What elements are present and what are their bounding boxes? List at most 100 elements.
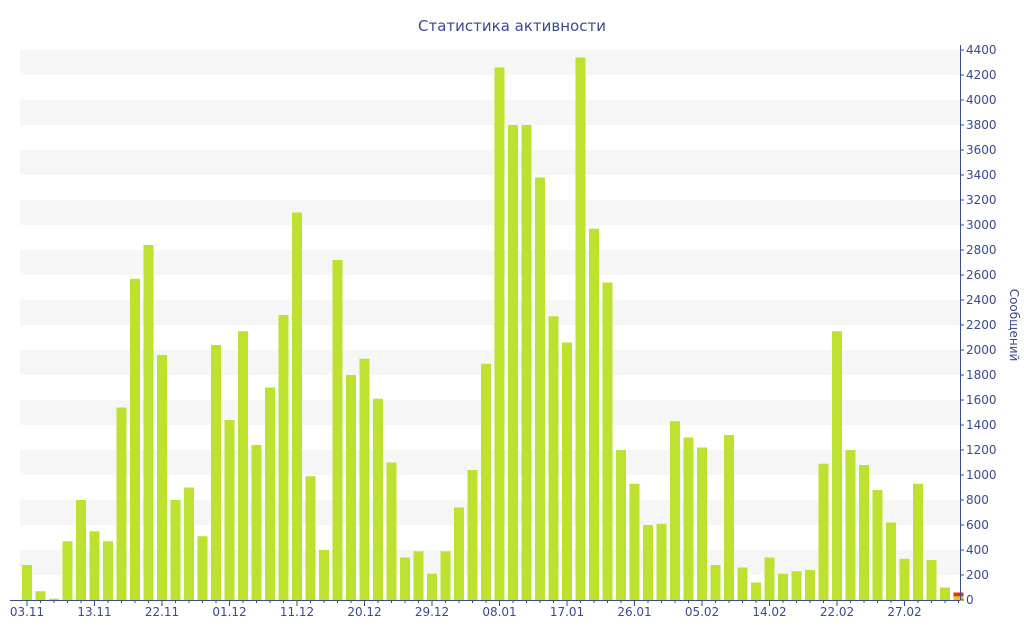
bar[interactable] [440,551,451,600]
bar[interactable] [872,490,883,600]
x-tick-label: 27.02 [887,605,921,619]
bar[interactable] [454,507,464,601]
bar[interactable] [413,551,424,600]
bar[interactable] [89,531,100,600]
bar[interactable] [76,500,86,600]
bar[interactable] [521,125,532,600]
y-tick-label: 1400 [966,418,997,432]
bar[interactable] [467,470,478,600]
bar[interactable] [400,557,410,601]
y-tick-label: 2600 [966,268,997,282]
bar[interactable] [116,407,127,601]
x-tick-label: 14.02 [752,605,786,619]
y-tick-label: 2000 [966,343,997,357]
grid-band [20,100,960,125]
bar[interactable] [791,571,802,600]
bar[interactable] [184,487,194,601]
bar[interactable] [575,57,586,601]
bar[interactable] [562,342,572,601]
y-tick-label: 4400 [966,43,997,57]
bar[interactable] [859,465,869,600]
bar[interactable] [737,567,748,601]
bar[interactable] [926,560,937,600]
x-axis: 03.11 13.11 22.11 01.12 11.12 20.12 29.12 08.01… [10,600,960,619]
bar[interactable] [157,355,167,600]
bar[interactable] [49,598,59,600]
x-tick-label: 05.02 [685,605,719,619]
bar[interactable] [373,398,383,600]
bar[interactable] [35,591,46,600]
bar[interactable] [710,565,721,600]
x-tick-label: 08.01 [482,605,516,619]
bar[interactable] [845,450,856,600]
bar[interactable] [818,463,829,600]
bar[interactable] [211,345,221,600]
y-tick-label: 0 [966,593,974,607]
bar[interactable] [805,570,815,600]
y-tick-label: 3800 [966,118,997,132]
bar[interactable] [548,316,559,600]
bar-segment [953,596,964,600]
bar[interactable] [170,500,181,600]
x-tick-label: 17.01 [550,605,584,619]
bar[interactable] [292,212,302,601]
y-tick-label: 1600 [966,393,997,407]
y-tick-label: 3000 [966,218,997,232]
x-tick-label: 13.11 [77,605,111,619]
y-tick-label: 800 [966,493,989,507]
bar[interactable] [278,315,289,600]
bar[interactable] [616,450,626,600]
bar[interactable] [224,420,235,600]
bar[interactable] [103,541,113,600]
bar[interactable] [940,587,950,601]
bar[interactable] [643,525,653,600]
bar[interactable] [913,483,923,600]
bar[interactable] [427,573,437,600]
bar[interactable] [143,245,154,600]
y-tick-label: 200 [966,568,989,582]
bar[interactable] [305,476,316,600]
bar[interactable] [508,125,518,600]
bar[interactable] [656,523,667,600]
bar[interactable] [589,228,599,600]
bar[interactable] [764,557,775,601]
x-tick-label: 26.01 [617,605,651,619]
bar[interactable] [197,536,208,600]
x-tick-label: 01.12 [212,605,246,619]
x-tick-label: 22.11 [145,605,179,619]
bar[interactable] [494,67,505,601]
bar[interactable] [751,582,761,601]
bar[interactable] [359,358,370,600]
bar[interactable] [346,375,356,600]
bar[interactable] [62,541,73,600]
bar[interactable] [535,177,545,601]
bar[interactable] [899,558,910,600]
x-tick-label: 29.12 [415,605,449,619]
bar[interactable] [629,483,640,600]
bar[interactable] [386,462,397,601]
bar[interactable] [251,445,262,600]
x-tick-label: 03.11 [10,605,44,619]
y-tick-label: 3200 [966,193,997,207]
y-tick-label: 2800 [966,243,997,257]
bar[interactable] [22,565,32,600]
grid-band [20,150,960,175]
bar[interactable] [886,522,896,601]
bar[interactable] [724,435,734,600]
bar[interactable] [683,437,694,601]
y-tick-label: 400 [966,543,989,557]
bar[interactable] [832,331,842,600]
bar[interactable] [602,282,613,601]
bar[interactable] [238,331,248,600]
bar[interactable] [130,278,140,600]
bar[interactable] [778,573,788,600]
bar[interactable] [697,447,707,601]
bar[interactable] [670,421,680,600]
bar[interactable] [319,550,329,600]
bar[interactable] [265,387,275,601]
bar[interactable] [332,260,343,600]
grid-band [20,300,960,325]
bar[interactable] [481,363,491,600]
